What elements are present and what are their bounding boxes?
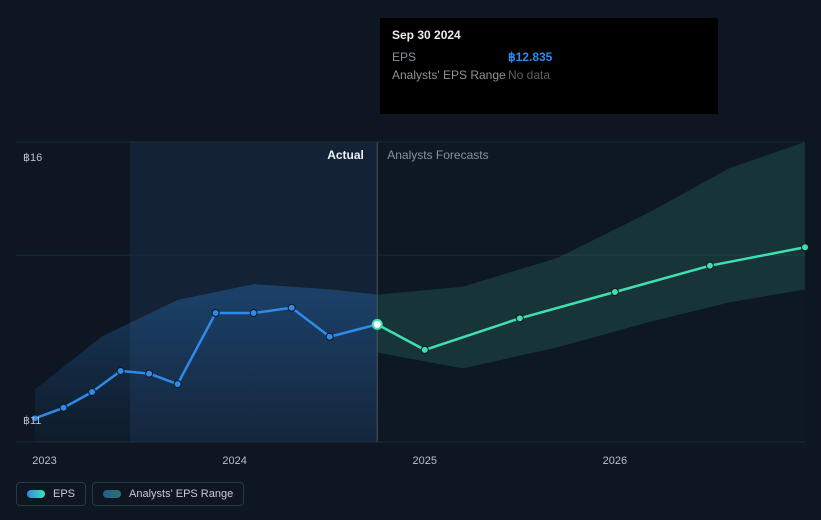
legend-swatch-icon [27, 490, 45, 498]
legend-label: EPS [53, 488, 75, 500]
x-tick-label: 2024 [222, 455, 246, 467]
chart-tooltip: Sep 30 2024 EPS ฿12.835 Analysts' EPS Ra… [380, 18, 718, 114]
legend-label: Analysts' EPS Range [129, 488, 233, 500]
tooltip-value: ฿12.835 [508, 48, 552, 66]
legend-item-eps[interactable]: EPS [16, 482, 86, 506]
x-tick-label: 2023 [32, 455, 56, 467]
tooltip-row-range: Analysts' EPS Range No data [392, 66, 706, 84]
y-tick-label: ฿16 [23, 151, 42, 164]
x-tick-label: 2026 [603, 455, 627, 467]
section-label-forecast: Analysts Forecasts [387, 148, 488, 162]
section-label-actual: Actual [327, 148, 364, 162]
tooltip-date: Sep 30 2024 [392, 26, 706, 44]
legend-item-range[interactable]: Analysts' EPS Range [92, 482, 244, 506]
legend-swatch-icon [103, 490, 121, 498]
chart-legend: EPS Analysts' EPS Range [16, 482, 244, 506]
tooltip-row-eps: EPS ฿12.835 [392, 48, 706, 66]
tooltip-label: Analysts' EPS Range [392, 66, 508, 84]
chart-root: Actual Analysts Forecasts ฿11 ฿16 2023 2… [0, 0, 821, 520]
x-tick-label: 2025 [413, 455, 437, 467]
tooltip-value: No data [508, 66, 550, 84]
tooltip-label: EPS [392, 48, 508, 66]
y-tick-label: ฿11 [23, 414, 41, 427]
